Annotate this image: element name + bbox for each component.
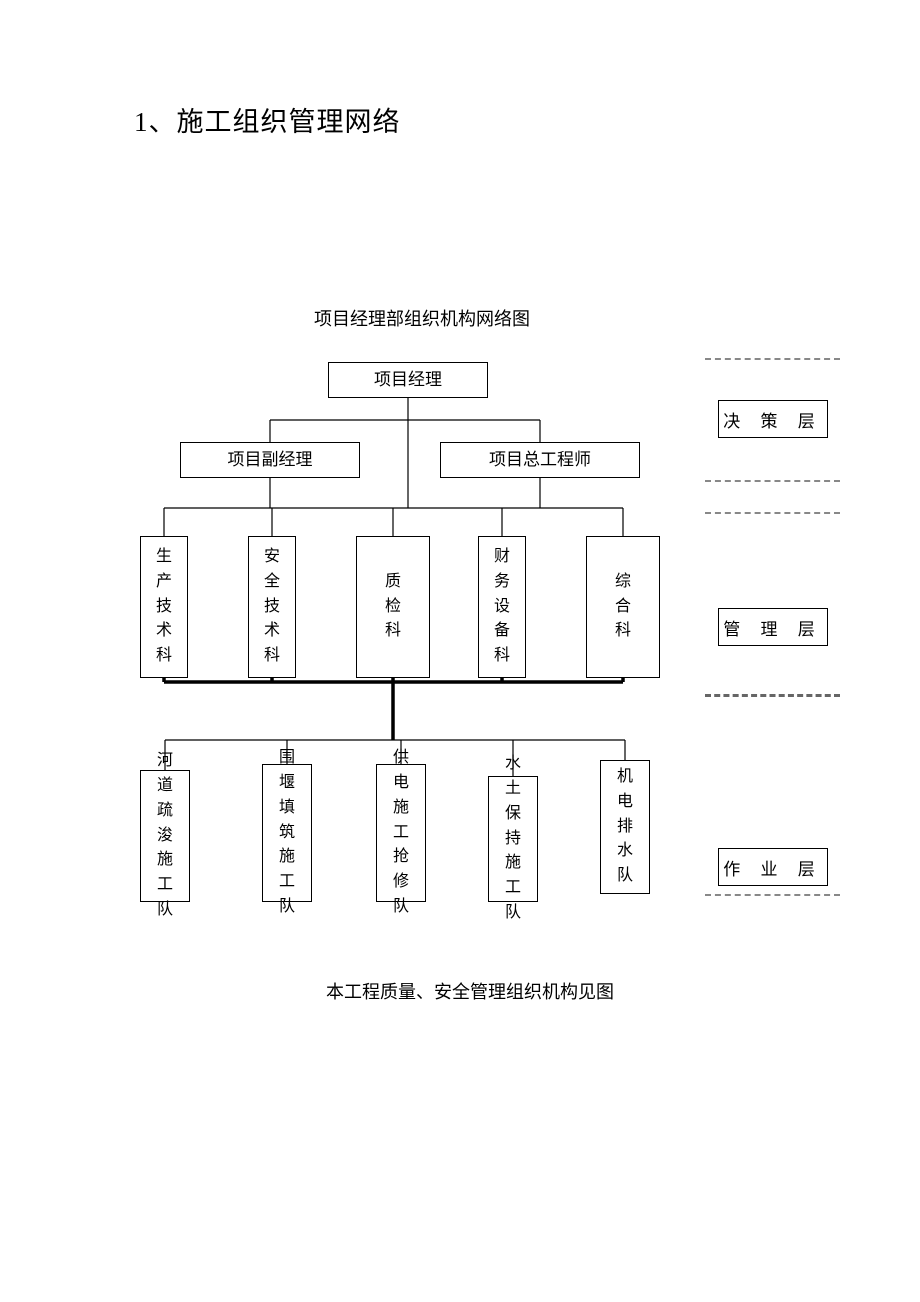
node-team-cofferdam-fill: 围堰填筑施工队 bbox=[262, 764, 312, 902]
layer-label-management: 管 理 层 bbox=[718, 608, 828, 646]
layer-divider-dash bbox=[705, 694, 840, 697]
layer-label-operation: 作 业 层 bbox=[718, 848, 828, 886]
node-dept-quality: 质检科 bbox=[356, 536, 430, 678]
connector-lines bbox=[0, 0, 920, 1302]
node-chief-engineer: 项目总工程师 bbox=[440, 442, 640, 478]
node-label: 机电排水队 bbox=[617, 765, 633, 889]
node-label: 项目经理 bbox=[374, 369, 442, 391]
node-label: 水土保持施工队 bbox=[505, 752, 521, 926]
node-label: 供电施工抢修队 bbox=[393, 746, 409, 920]
node-team-river-dredging: 河道疏浚施工队 bbox=[140, 770, 190, 902]
node-dept-finance-equipment: 财务设备科 bbox=[478, 536, 526, 678]
node-deputy-manager: 项目副经理 bbox=[180, 442, 360, 478]
layer-divider-dash bbox=[705, 480, 840, 482]
layer-divider-dash bbox=[705, 512, 840, 514]
node-label: 河道疏浚施工队 bbox=[157, 749, 173, 923]
chart-title: 项目经理部组织机构网络图 bbox=[292, 305, 552, 331]
layer-label-text: 管 理 层 bbox=[723, 615, 823, 640]
node-label: 综合科 bbox=[615, 570, 631, 644]
node-label: 质检科 bbox=[385, 570, 401, 644]
node-team-power-repair: 供电施工抢修队 bbox=[376, 764, 426, 902]
layer-divider-dash bbox=[705, 894, 840, 896]
node-label: 安全技术科 bbox=[264, 545, 280, 669]
layer-label-text: 决 策 层 bbox=[723, 407, 823, 432]
footer-note: 本工程质量、安全管理组织机构见图 bbox=[310, 978, 630, 1004]
node-team-electromech-drain: 机电排水队 bbox=[600, 760, 650, 894]
node-label: 项目副经理 bbox=[228, 449, 313, 471]
node-label: 项目总工程师 bbox=[489, 449, 591, 471]
page-heading: 1、施工组织管理网络 bbox=[134, 100, 401, 139]
layer-label-text: 作 业 层 bbox=[723, 855, 823, 880]
node-dept-production-tech: 生产技术科 bbox=[140, 536, 188, 678]
node-label: 财务设备科 bbox=[494, 545, 510, 669]
node-dept-safety-tech: 安全技术科 bbox=[248, 536, 296, 678]
layer-label-decision: 决 策 层 bbox=[718, 400, 828, 438]
node-dept-general: 综合科 bbox=[586, 536, 660, 678]
layer-divider-dash bbox=[705, 358, 840, 360]
node-team-soil-water: 水土保持施工队 bbox=[488, 776, 538, 902]
node-label: 围堰填筑施工队 bbox=[279, 746, 295, 920]
node-label: 生产技术科 bbox=[156, 545, 172, 669]
node-project-manager: 项目经理 bbox=[328, 362, 488, 398]
